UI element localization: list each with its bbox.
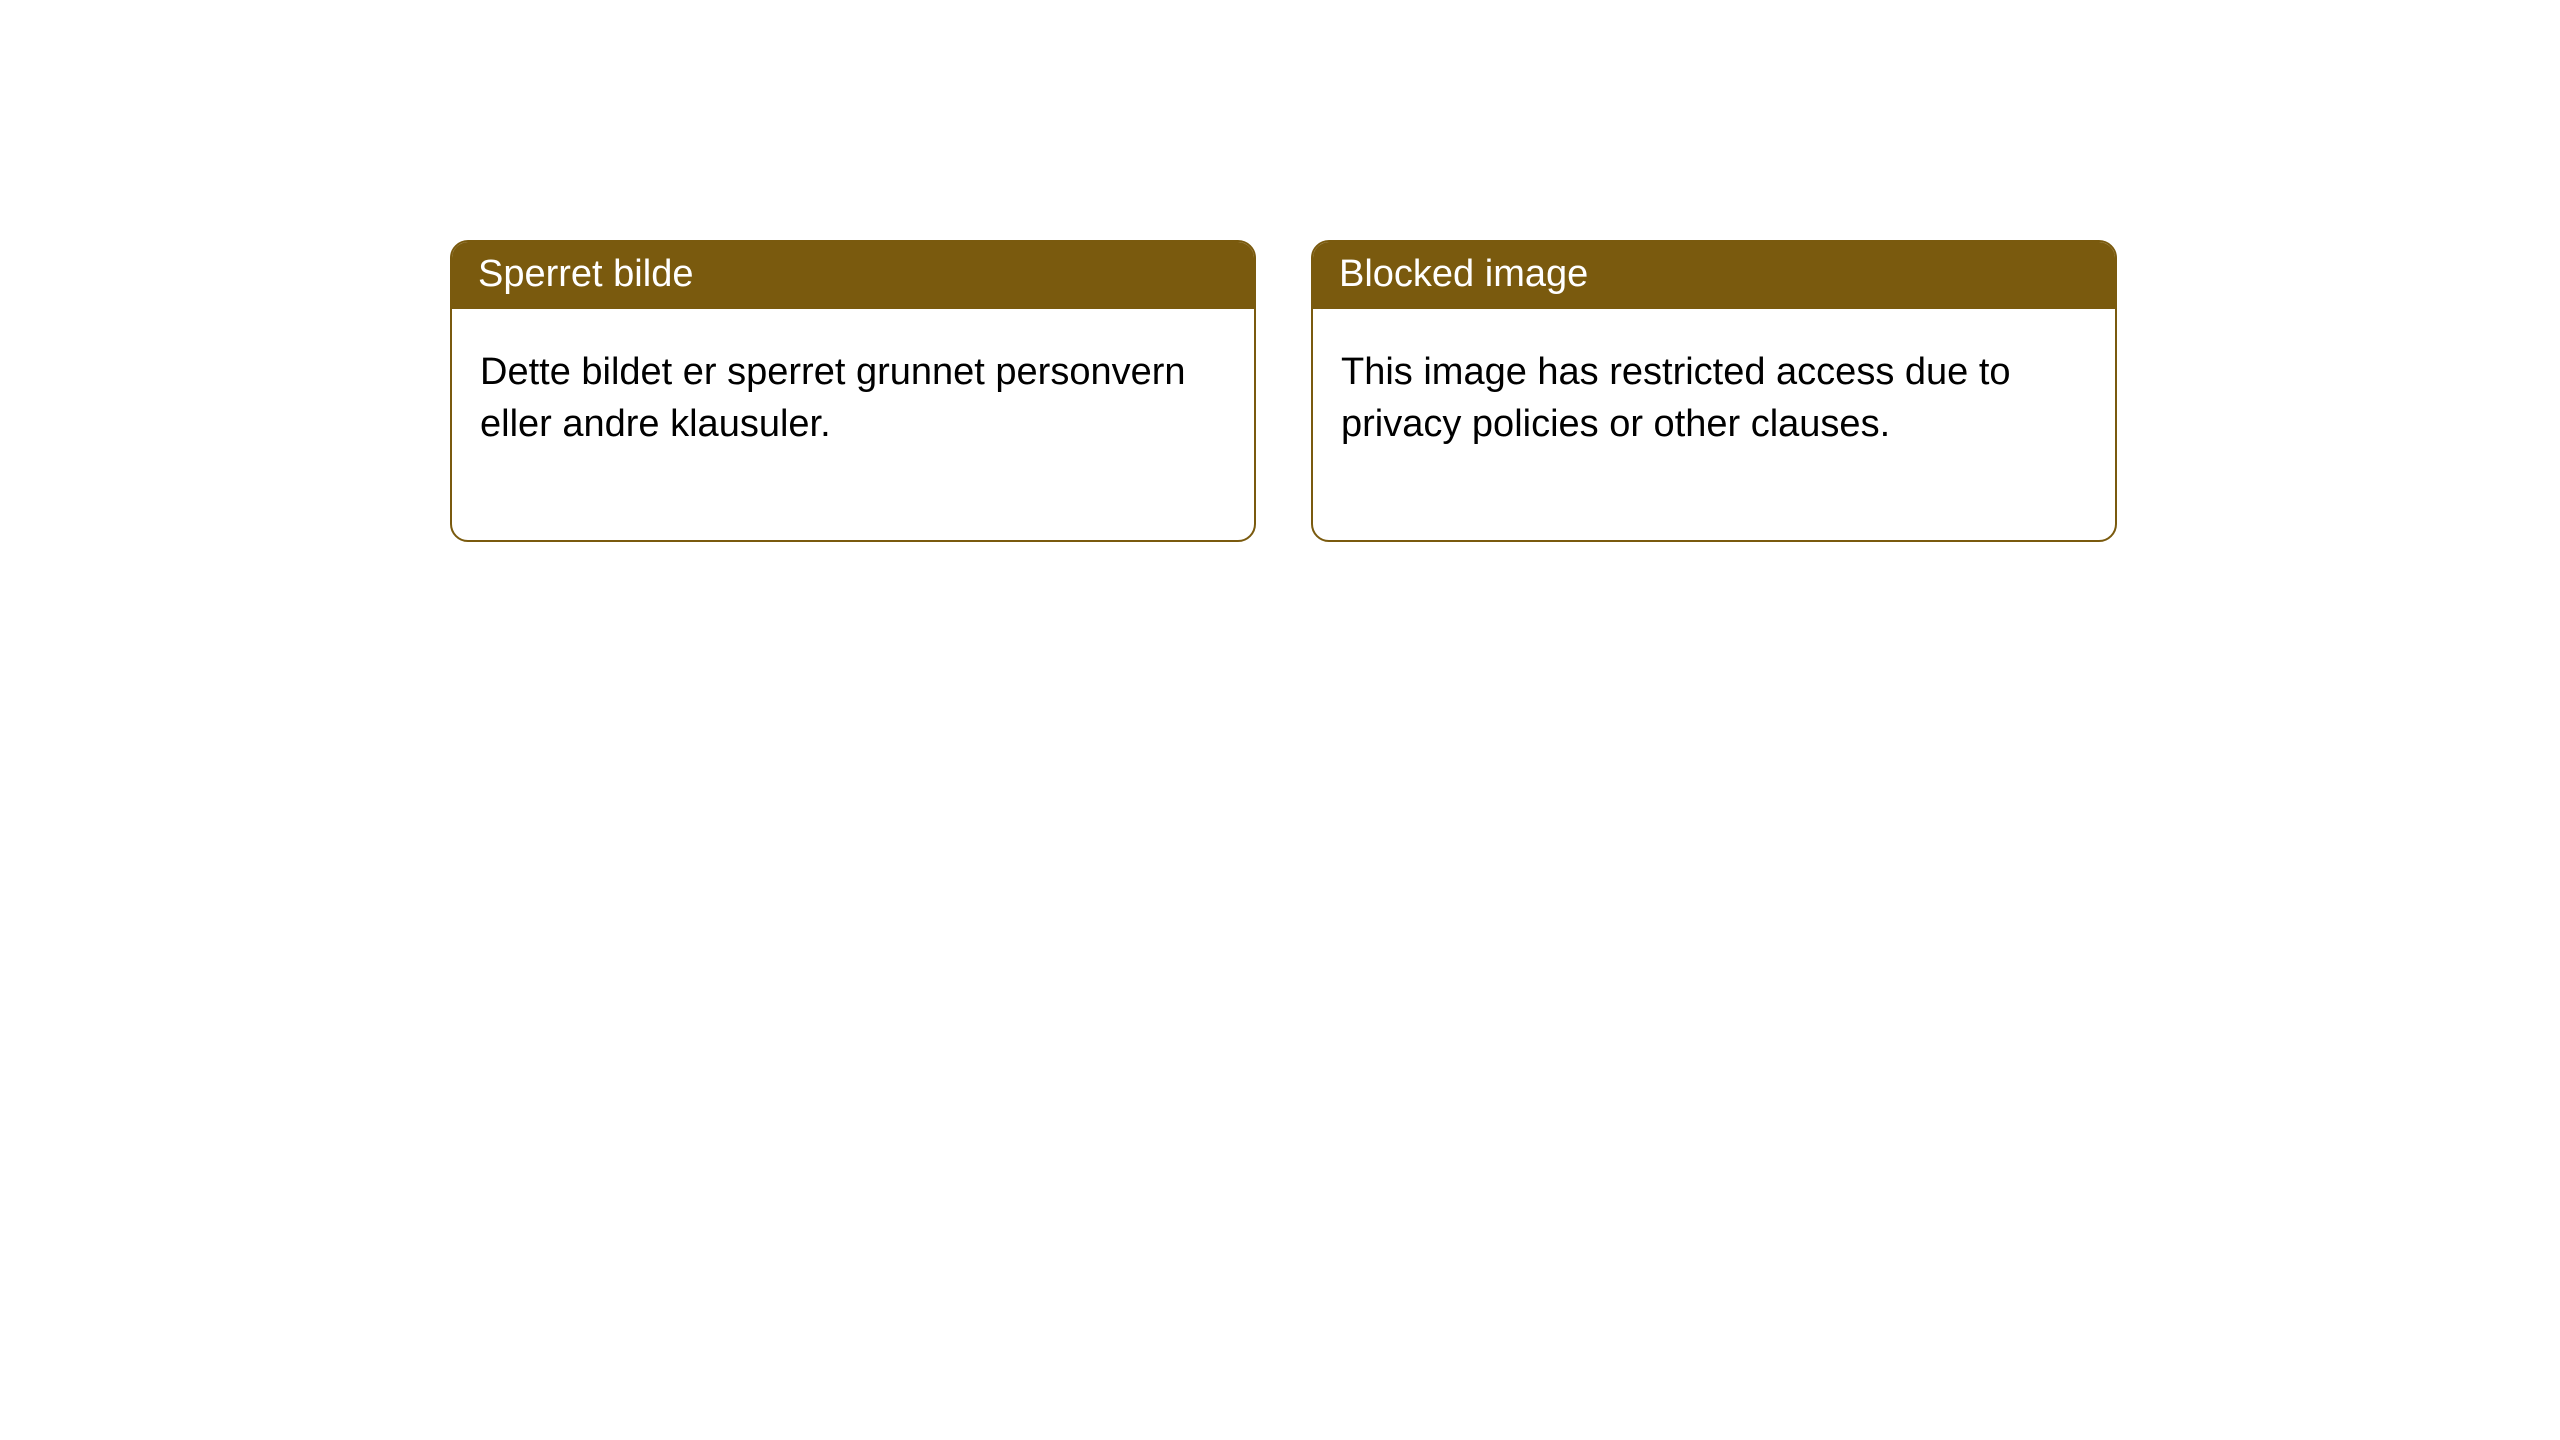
notice-card-norwegian: Sperret bilde Dette bildet er sperret gr… [450,240,1256,542]
notice-title: Sperret bilde [452,242,1254,309]
notice-card-english: Blocked image This image has restricted … [1311,240,2117,542]
notice-container: Sperret bilde Dette bildet er sperret gr… [0,0,2560,542]
notice-body-text: Dette bildet er sperret grunnet personve… [452,309,1254,540]
notice-body-text: This image has restricted access due to … [1313,309,2115,540]
notice-title: Blocked image [1313,242,2115,309]
